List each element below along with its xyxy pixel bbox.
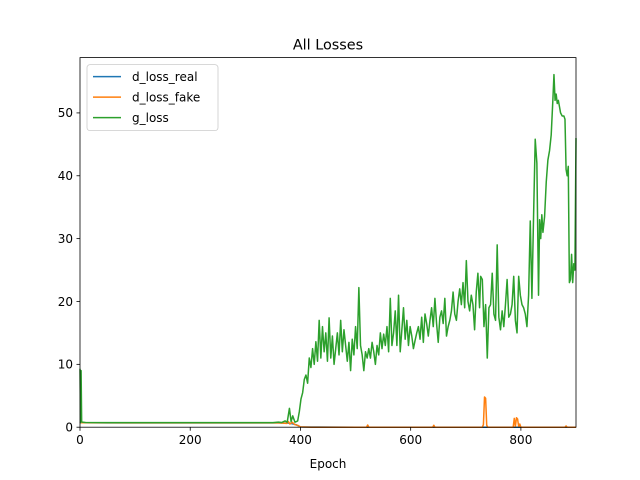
plot-frame [79,57,577,428]
legend-label: d_loss_fake [132,90,200,104]
legend-label: g_loss [132,111,169,125]
x-tick-label: 0 [76,433,84,447]
x-tick-label: 800 [509,433,532,447]
y-tick-label: 0 [65,421,73,435]
legend-box [86,64,219,131]
x-tick-label: 600 [399,433,422,447]
x-tick-label: 200 [179,433,202,447]
series-line-g-loss [79,73,577,424]
y-tick-label: 10 [58,358,73,372]
y-tick-label: 40 [58,169,73,183]
chart-title: All Losses [293,38,363,54]
series-line-d-loss-fake [79,396,576,428]
y-tick-label: 20 [58,295,73,309]
x-tick-label: 400 [289,433,312,447]
ticks-layer: 0 200 400 600 800 0 10 20 30 40 50 [58,106,533,447]
legend-label: d_loss_real [132,70,198,84]
y-tick-label: 50 [58,106,73,120]
x-axis-label: Epoch [310,457,347,471]
legend: d_loss_real d_loss_fake g_loss [86,64,219,131]
y-tick-label: 30 [58,232,73,246]
